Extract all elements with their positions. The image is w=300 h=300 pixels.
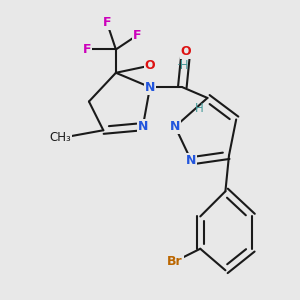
Text: H: H	[195, 102, 204, 115]
Text: N: N	[145, 81, 155, 94]
Text: F: F	[133, 28, 142, 42]
Text: F: F	[83, 43, 92, 56]
Text: ·H: ·H	[177, 59, 189, 72]
Text: N: N	[138, 120, 148, 133]
Text: CH₃: CH₃	[50, 131, 71, 144]
Text: O: O	[181, 45, 191, 58]
Text: N: N	[186, 154, 196, 167]
Text: N: N	[170, 120, 180, 133]
Text: Br: Br	[167, 255, 183, 268]
Text: F: F	[103, 16, 111, 29]
Text: O: O	[145, 59, 155, 72]
